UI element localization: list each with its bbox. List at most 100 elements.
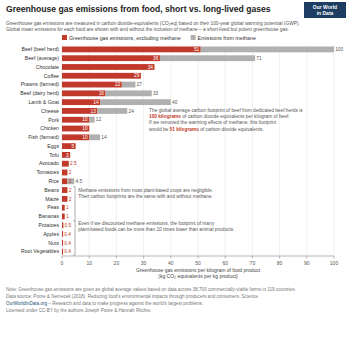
logo-text: in Data (317, 10, 334, 16)
y-tick-label: Fish (farmed) (28, 134, 59, 140)
x-tick (252, 256, 253, 259)
footer-text-part: OurWorldInData.org (6, 301, 47, 306)
bar (62, 117, 89, 123)
data-label: 1 (66, 205, 69, 210)
bar (62, 170, 67, 176)
bar (89, 126, 90, 132)
annotation-text: Methane emissions from most plant-based … (78, 188, 213, 193)
footer-text-part: Note: Greenhouse gas emissions are given… (6, 287, 296, 292)
footer-text-part: – Research and data to make progress aga… (47, 301, 203, 306)
total-label: 100 (335, 47, 343, 52)
bracket (73, 187, 75, 255)
total-label: 24 (128, 109, 134, 114)
total-label: 14 (101, 135, 107, 140)
y-tick-label: Eggs (47, 143, 59, 149)
bar (62, 205, 65, 211)
annotation-text-part: of carbon dioxide equivalents per kilogr… (181, 114, 290, 119)
x-tick (170, 256, 171, 259)
bar (62, 214, 65, 220)
bar (62, 46, 201, 52)
bracket-tick (73, 220, 75, 221)
total-label: 40 (172, 100, 178, 105)
bar (62, 108, 97, 114)
annotation: Methane emissions from most plant-based … (78, 188, 213, 199)
bar (62, 231, 63, 237)
total-label: 12 (96, 117, 102, 122)
footer-text: Note: Greenhouse gas emissions are given… (6, 287, 296, 292)
x-axis-label: (kg CO₂ equivalents per kg product) (158, 273, 238, 279)
bar (62, 55, 160, 61)
data-label: 2 (69, 170, 72, 175)
annotation: Even if we discounted methane emissions,… (78, 221, 234, 232)
y-tick-label: Beef (average) (25, 55, 60, 61)
x-tick (198, 256, 199, 259)
data-label: 36 (153, 56, 159, 61)
subtitle: Greenhouse gas emissions are measured in… (6, 21, 300, 26)
footer-text: Licensed under CC-BY by the authors Jose… (6, 308, 151, 313)
bar (62, 90, 106, 96)
data-label: 10 (82, 135, 88, 140)
y-tick-label: Cheese (41, 108, 59, 114)
logo-box (304, 2, 346, 18)
x-axis-label: Greenhouse gas emissions per kilogram of… (136, 267, 261, 273)
y-tick-label: Avocado (39, 160, 59, 166)
footer-text-part: Licensed under CC-BY by the authors Jose… (6, 308, 151, 313)
legend-swatch (191, 35, 196, 40)
annotation-text: If we removed the warming effects of met… (149, 120, 277, 125)
bars (62, 46, 334, 254)
bar (160, 55, 255, 61)
y-tick-label: Pork (48, 117, 59, 123)
bar (62, 82, 122, 88)
bracket-tick (73, 255, 75, 256)
bar (62, 178, 67, 184)
annotation-text-part: Their carbon footprints are the same wit… (78, 194, 212, 199)
bar (62, 126, 89, 132)
data-label: 0.4 (64, 249, 71, 254)
annotation-text: 100 kilograms of carbon dioxide equivale… (149, 114, 290, 119)
bar (89, 134, 100, 140)
bar (75, 143, 76, 149)
data-label: 1 (66, 214, 69, 219)
data-label: 10 (82, 117, 88, 122)
data-label: 2 (69, 188, 72, 193)
annotation-text: The global average carbon footprint of b… (149, 108, 303, 113)
grid-line (279, 45, 280, 256)
annotation-text-part: would be (149, 127, 170, 132)
y-tick-label: Prawns (farmed) (21, 81, 60, 87)
data-label: 0.4 (64, 241, 71, 246)
y-tick-label: Chicken (40, 125, 59, 131)
footer-text: Data source: Poore & Nemecek (2018). Red… (6, 294, 259, 299)
x-tick-label: 0 (61, 260, 64, 266)
bracket-tick (73, 186, 75, 187)
legend-swatch (62, 35, 67, 40)
y-tick-label: Nuts (48, 240, 59, 246)
title: Greenhouse gas emissions from food, shor… (6, 4, 271, 14)
x-tick-label: 60 (222, 260, 228, 266)
bar (62, 187, 67, 193)
annotation-text-part: plant-based foods can be more than 10 ti… (78, 227, 234, 232)
bar (62, 99, 100, 105)
bar (89, 117, 94, 123)
y-tick-label: Bananas (39, 213, 60, 219)
bar (62, 161, 69, 167)
bar (62, 143, 76, 149)
x-tick (334, 256, 335, 259)
annotation-text-part: of carbon dioxide equivalents. (199, 127, 264, 132)
bar (62, 134, 89, 140)
bar (62, 196, 67, 202)
y-tick-label: Rice (49, 178, 59, 184)
y-tick-label: Lamb & Goat (28, 99, 59, 105)
bar (62, 240, 63, 246)
bar (154, 64, 155, 70)
data-label: 29 (134, 73, 140, 78)
x-tick-label: 10 (86, 260, 92, 266)
x-tick (225, 256, 226, 259)
chart: Greenhouse gas emissions from food, shor… (0, 0, 350, 338)
data-label: 10 (82, 126, 88, 131)
data-label: 3 (66, 153, 69, 158)
bar (62, 64, 154, 70)
annotation-text-part: The global average carbon footprint of b… (149, 108, 303, 113)
y-tick-label: Tomatoes (37, 169, 60, 175)
x-tick (62, 256, 63, 259)
logo: Our Worldin Data (304, 2, 346, 18)
